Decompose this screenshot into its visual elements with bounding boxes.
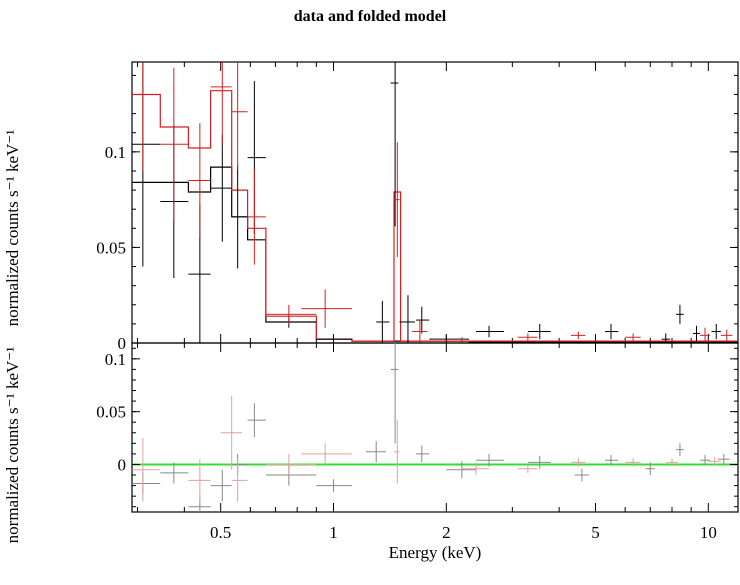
data-point <box>393 142 400 257</box>
data-point <box>461 462 490 476</box>
data-point <box>265 453 317 476</box>
data-point <box>231 453 248 476</box>
y-tick-label: 0.1 <box>105 350 126 369</box>
data-point <box>429 335 470 343</box>
data-point <box>231 165 248 269</box>
data-point <box>476 453 504 467</box>
y-tick-label: 0.1 <box>105 143 126 162</box>
data-point <box>604 323 619 340</box>
data-point <box>210 134 232 242</box>
plot-frame <box>131 61 739 344</box>
data-point <box>574 468 589 482</box>
x-tick-label: 1 <box>329 523 338 542</box>
data-point <box>711 323 721 340</box>
data-point <box>720 329 733 342</box>
data-point <box>517 333 538 342</box>
chart-title: data and folded model <box>293 8 447 25</box>
data-point <box>132 62 161 171</box>
data-point <box>661 333 670 343</box>
y-tick-label: 0 <box>118 334 127 353</box>
x-tick-label: 10 <box>700 523 717 542</box>
x-tick-label: 2 <box>442 523 451 542</box>
data-point <box>220 395 243 470</box>
data-point <box>446 337 477 343</box>
data-point <box>160 67 189 221</box>
plot-frame <box>131 342 739 513</box>
data-point <box>265 464 317 486</box>
data-point <box>527 323 551 340</box>
data-point <box>717 453 730 465</box>
data-point <box>210 469 232 502</box>
data-point <box>399 295 416 343</box>
data-point <box>265 304 317 324</box>
data-point <box>393 420 400 484</box>
data-point <box>390 343 399 444</box>
data-point <box>665 458 678 467</box>
data-point <box>708 457 721 466</box>
data-point <box>247 403 266 438</box>
data-point <box>625 333 641 342</box>
data-point <box>692 325 700 342</box>
x-axis-label: Energy (keV) <box>388 543 482 562</box>
model-step-line-1 <box>132 90 738 342</box>
data-point <box>416 445 430 463</box>
data-point <box>625 458 641 467</box>
data-point <box>247 169 266 265</box>
data-point <box>604 454 619 466</box>
data-point <box>446 461 477 479</box>
data-point <box>132 62 161 267</box>
data-point <box>132 438 161 502</box>
data-point <box>390 62 399 227</box>
data-point <box>517 464 538 473</box>
data-point <box>132 472 161 495</box>
data-point <box>416 306 430 334</box>
data-point <box>570 331 586 340</box>
data-point <box>210 62 232 145</box>
data-point <box>570 458 586 467</box>
y-tick-label: 0.05 <box>96 403 126 422</box>
data-point <box>316 479 352 492</box>
data-point <box>231 459 248 502</box>
data-point <box>699 327 710 343</box>
data-point <box>365 441 386 463</box>
data-point <box>301 443 352 465</box>
data-point <box>476 325 504 338</box>
x-tick-label: 0.5 <box>210 523 231 542</box>
data-point <box>527 456 551 469</box>
data-point <box>376 300 390 343</box>
data-point <box>676 443 684 457</box>
data-point <box>188 459 211 502</box>
data-point <box>676 304 684 324</box>
y-tick-label: 0 <box>118 455 127 474</box>
data-point <box>160 462 189 484</box>
x-tick-label: 5 <box>591 523 600 542</box>
data-point <box>699 454 710 466</box>
model-step-line-0 <box>132 166 738 343</box>
data-point <box>412 320 428 343</box>
data-point <box>265 316 317 328</box>
data-point <box>231 62 248 170</box>
data-point <box>188 123 211 238</box>
data-point <box>301 289 352 328</box>
y-tick-label: 0.05 <box>96 238 126 257</box>
data-point <box>247 81 266 235</box>
data-point <box>316 335 352 343</box>
data-point <box>645 462 655 476</box>
